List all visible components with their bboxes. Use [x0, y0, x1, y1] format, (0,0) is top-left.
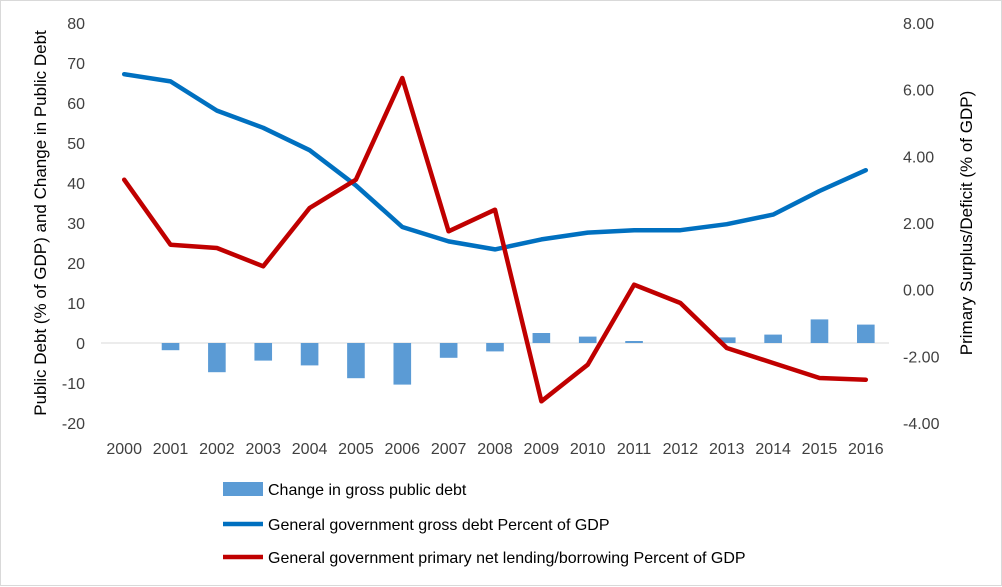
- bar-change-in-debt: [532, 333, 551, 343]
- bar-change-in-debt: [717, 337, 736, 343]
- bar-change-in-debt: [208, 343, 226, 373]
- x-tick-label: 2007: [431, 441, 467, 458]
- bar-change-in-debt: [578, 336, 597, 343]
- left-axis-title: Public Debt (% of GDP) and Change in Pub…: [31, 30, 50, 416]
- x-tick-label: 2008: [477, 441, 513, 458]
- left-tick-label: -20: [62, 416, 85, 433]
- x-tick-label: 2003: [245, 441, 281, 458]
- bar-change-in-debt: [810, 319, 829, 343]
- bar-change-in-debt: [857, 324, 875, 343]
- x-tick-label: 2016: [848, 441, 884, 458]
- x-tick-label: 2000: [106, 441, 142, 458]
- left-tick-label: 10: [67, 296, 85, 313]
- left-tick-label: 20: [67, 256, 85, 273]
- x-tick-label: 2009: [524, 441, 560, 458]
- legend-label: Change in gross public debt: [268, 482, 467, 499]
- left-tick-label: 50: [67, 136, 85, 153]
- left-tick-label: 60: [67, 96, 85, 113]
- left-tick-label: -10: [62, 376, 85, 393]
- right-tick-label: 0.00: [903, 283, 934, 300]
- x-tick-label: 2004: [292, 441, 328, 458]
- right-tick-label: 6.00: [903, 83, 934, 100]
- line-primary-balance: [121, 75, 869, 404]
- bar-change-in-debt: [161, 343, 180, 351]
- left-tick-label: 80: [67, 16, 85, 33]
- legend-label: General government primary net lending/b…: [268, 550, 746, 567]
- bar-change-in-debt: [300, 343, 319, 366]
- x-tick-label: 2006: [384, 441, 420, 458]
- x-tick-label: 2012: [663, 441, 699, 458]
- bar-change-in-debt: [486, 343, 504, 352]
- left-tick-label: 70: [67, 56, 85, 73]
- x-tick-label: 2011: [617, 441, 652, 458]
- line-gross-debt: [121, 71, 869, 252]
- x-tick-label: 2010: [570, 441, 606, 458]
- right-axis-title: Primary Surplus/Deficit (% of GDP): [957, 91, 976, 356]
- right-tick-label: -2.00: [903, 349, 940, 366]
- right-tick-label: -4.00: [903, 416, 940, 433]
- x-tick-label: 2014: [755, 441, 791, 458]
- left-tick-label: 30: [67, 216, 85, 233]
- right-tick-label: 2.00: [903, 216, 934, 233]
- x-tick-label: 2005: [338, 441, 374, 458]
- left-tick-label: 40: [67, 176, 85, 193]
- x-tick-label: 2013: [709, 441, 745, 458]
- x-tick-label: 2015: [802, 441, 838, 458]
- right-tick-label: 8.00: [903, 16, 934, 33]
- bar-change-in-debt: [347, 343, 365, 379]
- legend-swatch-bar: [223, 482, 263, 496]
- left-tick-label: 0: [76, 336, 85, 353]
- bar-change-in-debt: [393, 343, 412, 385]
- legend-label: General government gross debt Percent of…: [268, 517, 610, 534]
- bar-change-in-debt: [764, 334, 782, 343]
- bar-change-in-debt: [625, 341, 643, 343]
- x-tick-label: 2002: [199, 441, 235, 458]
- right-tick-label: 4.00: [903, 149, 934, 166]
- x-tick-label: 2001: [153, 441, 189, 458]
- bar-change-in-debt: [254, 343, 273, 361]
- bar-change-in-debt: [439, 343, 458, 358]
